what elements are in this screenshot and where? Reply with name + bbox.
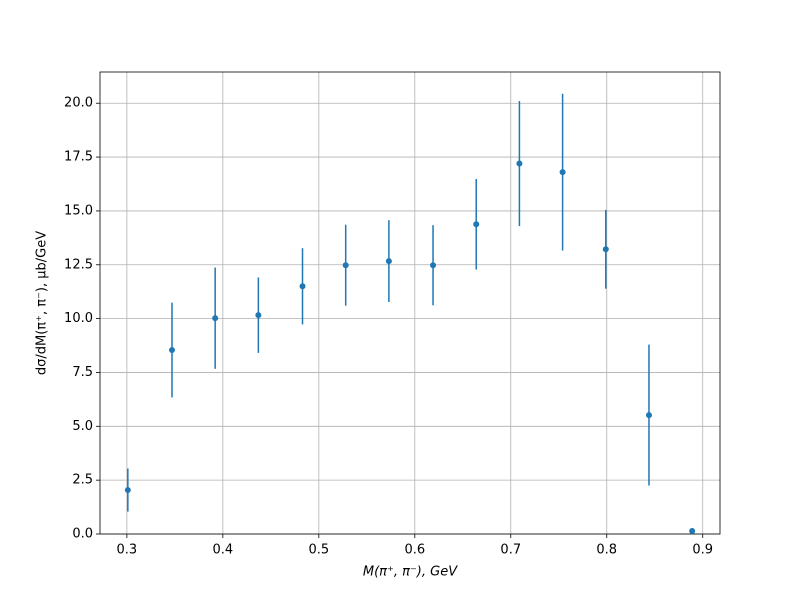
y-tick-label: 7.5 xyxy=(72,365,93,380)
data-point xyxy=(299,283,306,290)
data-point xyxy=(168,347,175,354)
y-axis-label: dσ/dM(π⁺, π⁻), μb/GeV xyxy=(35,231,50,375)
y-tick-label: 10.0 xyxy=(64,311,93,326)
y-tick-label: 15.0 xyxy=(64,203,93,218)
x-tick-label: 0.5 xyxy=(308,543,329,558)
y-tick-label: 12.5 xyxy=(64,257,93,272)
x-tick-label: 0.6 xyxy=(404,543,425,558)
data-point xyxy=(689,527,696,534)
data-point xyxy=(385,258,392,265)
x-axis-label: M(π⁺, π⁻), GeV xyxy=(363,565,458,580)
x-tick-label: 0.3 xyxy=(117,543,138,558)
x-tick-label: 0.7 xyxy=(500,543,521,558)
plot-frame xyxy=(99,71,721,535)
y-tick-label: 5.0 xyxy=(72,419,93,434)
y-tick-label: 20.0 xyxy=(64,96,93,111)
y-tick-label: 17.5 xyxy=(64,150,93,165)
x-tick-label: 0.8 xyxy=(596,543,617,558)
data-point xyxy=(342,262,349,269)
data-point xyxy=(559,169,566,176)
data-point xyxy=(602,246,609,253)
y-tick-label: 0.0 xyxy=(72,527,93,542)
x-tick-label: 0.4 xyxy=(213,543,234,558)
data-point xyxy=(255,312,262,319)
data-point xyxy=(212,315,219,322)
data-point xyxy=(124,487,131,494)
data-point xyxy=(430,262,437,269)
y-tick-label: 2.5 xyxy=(72,473,93,488)
x-tick-label: 0.9 xyxy=(692,543,713,558)
data-point xyxy=(473,221,480,228)
data-point xyxy=(645,412,652,419)
data-point xyxy=(516,160,523,167)
